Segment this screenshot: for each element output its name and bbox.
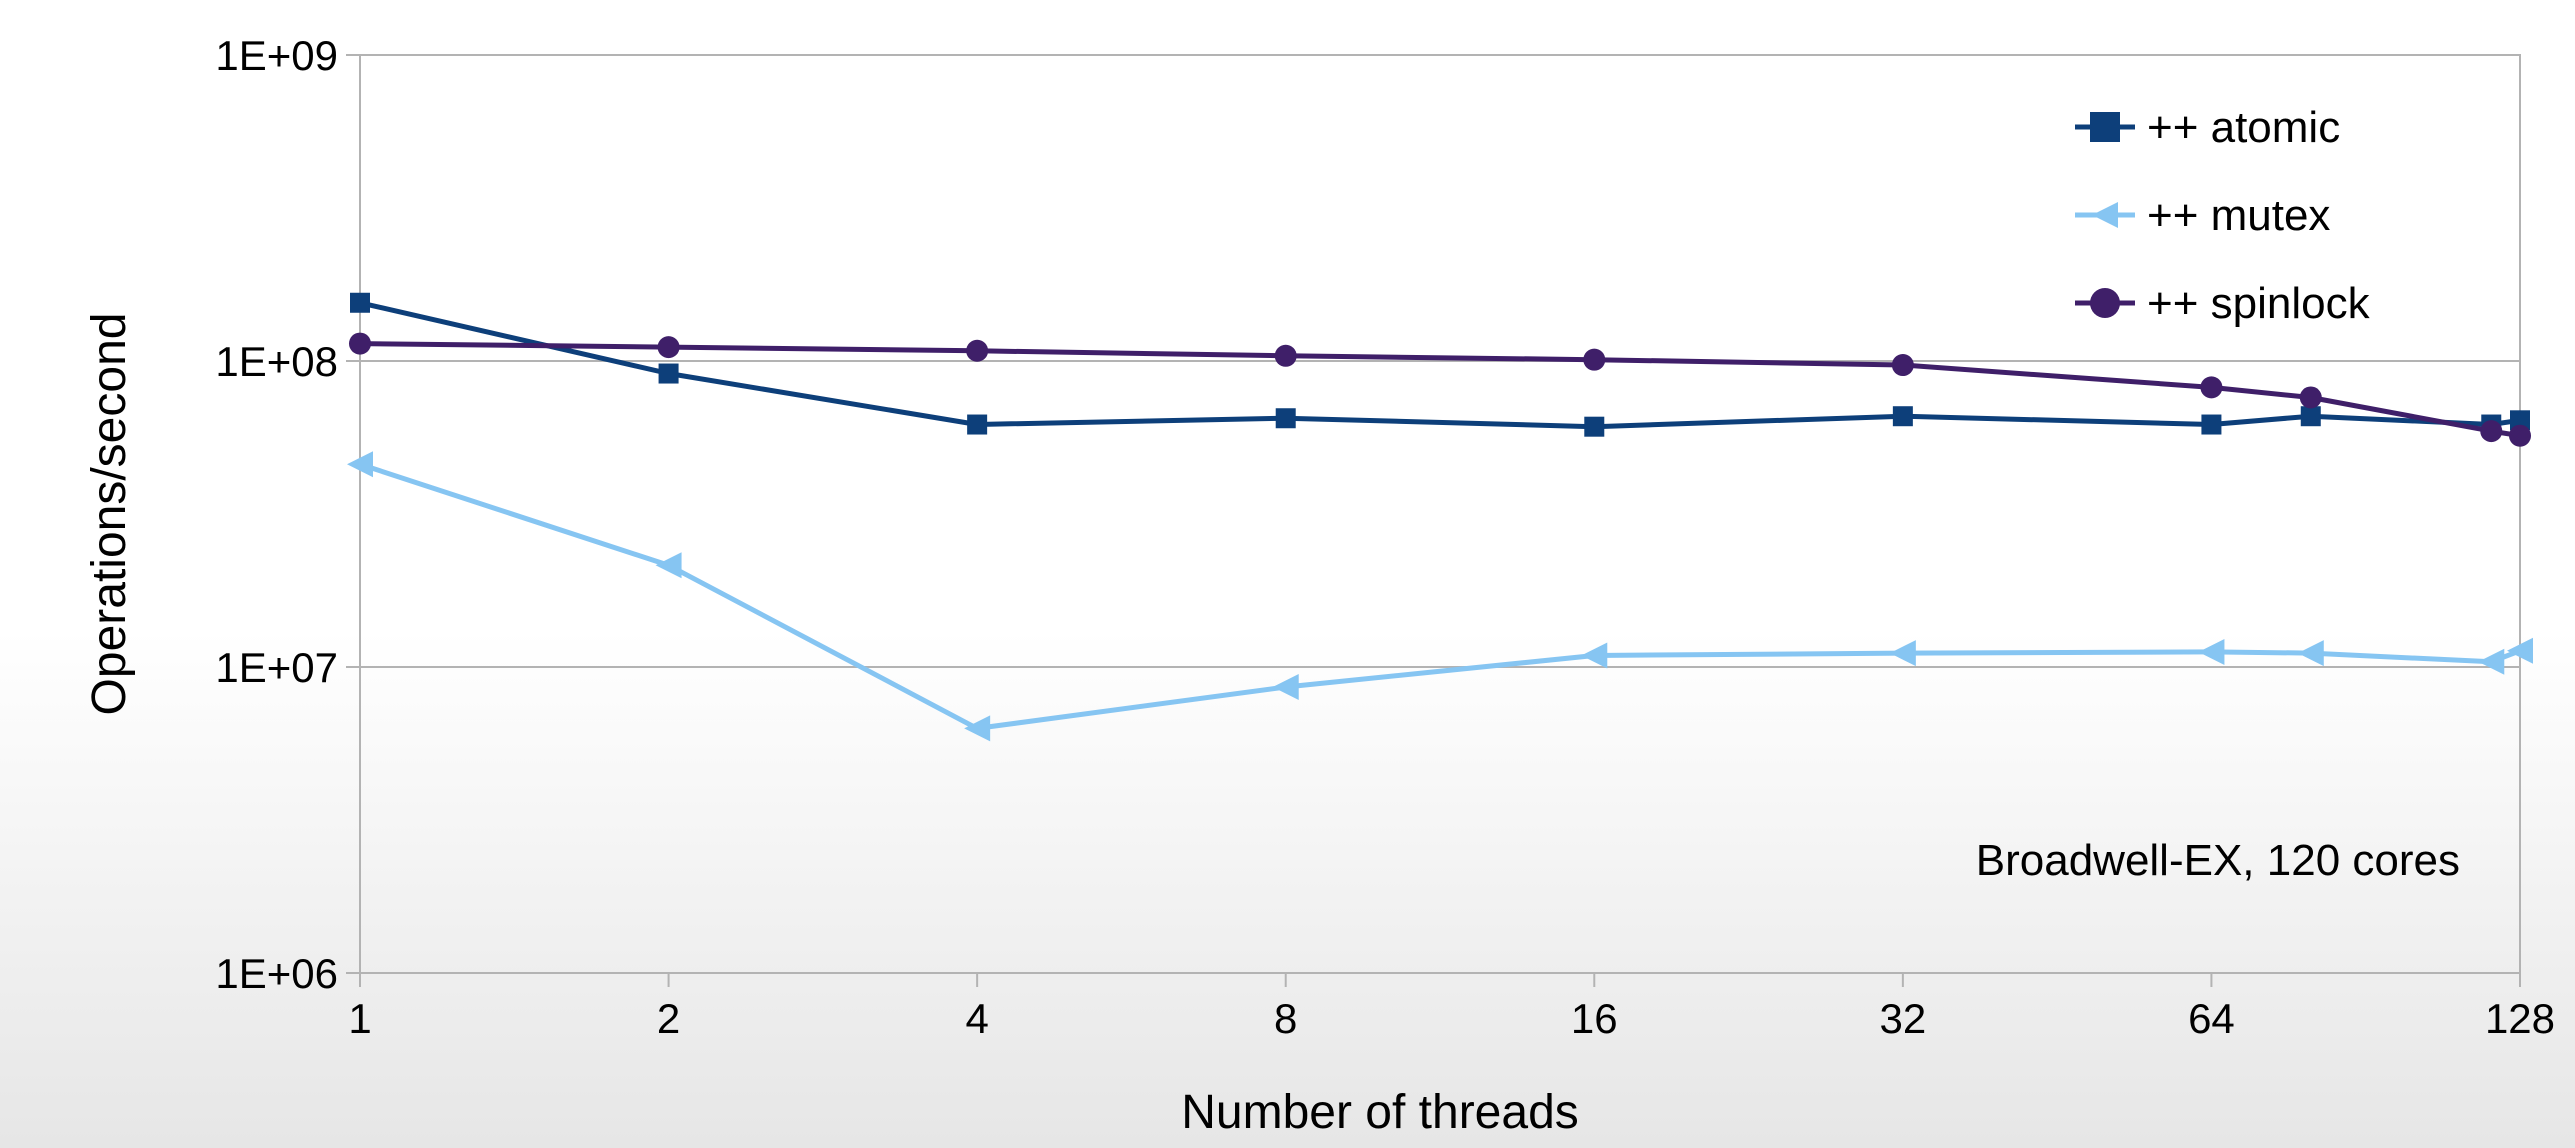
y-tick-label: 1E+09 bbox=[215, 32, 338, 79]
data-point bbox=[1274, 344, 1297, 367]
data-point bbox=[1272, 674, 1299, 701]
series-1 bbox=[347, 451, 2533, 742]
data-point bbox=[1581, 642, 1608, 669]
data-point bbox=[2509, 424, 2531, 447]
data-point bbox=[657, 336, 680, 359]
data-point bbox=[967, 414, 988, 435]
series-2 bbox=[349, 332, 2531, 447]
data-point bbox=[349, 332, 371, 355]
plot-area-border bbox=[359, 54, 2521, 974]
legend: ++ atomic ++ mutex ++ spinlock bbox=[2075, 103, 2371, 328]
series-line bbox=[359, 461, 2521, 731]
legend-label: ++ spinlock bbox=[2147, 279, 2371, 328]
data-point bbox=[1892, 406, 1913, 427]
x-tick-label: 128 bbox=[2485, 995, 2555, 1042]
y-axis-title: Operations/second bbox=[83, 313, 136, 716]
legend-marker bbox=[2090, 112, 2120, 142]
series-layer bbox=[347, 292, 2533, 742]
data-point bbox=[1889, 640, 1916, 667]
legend-item: ++ spinlock bbox=[2075, 279, 2371, 328]
x-tick-labels: 1 2 4 8 16 32 64 128 bbox=[348, 995, 2555, 1042]
data-point bbox=[2201, 414, 2222, 435]
legend-marker bbox=[2090, 288, 2120, 318]
data-point bbox=[1891, 354, 1914, 377]
data-point bbox=[2507, 637, 2533, 664]
legend-item: ++ mutex bbox=[2075, 191, 2330, 240]
series-0 bbox=[350, 292, 2530, 437]
data-point bbox=[347, 451, 373, 478]
data-point bbox=[2300, 406, 2321, 427]
y-tick-label: 1E+07 bbox=[215, 644, 338, 691]
legend-label: ++ atomic bbox=[2147, 103, 2340, 152]
data-point bbox=[655, 552, 682, 579]
data-point bbox=[2299, 386, 2322, 409]
data-point bbox=[2200, 376, 2223, 399]
legend-marker bbox=[2092, 202, 2118, 228]
series-line bbox=[359, 300, 2521, 430]
x-tick-label: 8 bbox=[1274, 995, 1297, 1042]
data-point bbox=[658, 363, 679, 384]
data-point bbox=[964, 715, 991, 742]
data-point bbox=[350, 292, 370, 313]
x-tick-label: 4 bbox=[965, 995, 988, 1042]
chart-annotation: Broadwell-EX, 120 cores bbox=[1976, 836, 2460, 885]
x-tick-label: 64 bbox=[2188, 995, 2235, 1042]
data-point bbox=[2198, 638, 2225, 665]
data-point bbox=[2478, 648, 2505, 675]
y-tick-label: 1E+06 bbox=[215, 950, 338, 997]
data-point bbox=[1584, 416, 1605, 437]
data-point bbox=[2480, 420, 2503, 443]
data-point bbox=[1583, 348, 1606, 371]
x-tick-label: 1 bbox=[348, 995, 371, 1042]
data-point bbox=[966, 339, 989, 362]
legend-label: ++ mutex bbox=[2147, 191, 2330, 240]
x-tick-label: 32 bbox=[1879, 995, 1926, 1042]
legend-item: ++ atomic bbox=[2075, 103, 2340, 152]
x-tick-label: 2 bbox=[657, 995, 680, 1042]
data-point bbox=[1275, 408, 1296, 429]
data-point bbox=[2510, 410, 2530, 431]
y-tick-label: 1E+08 bbox=[215, 338, 338, 385]
y-tick-labels: 1E+06 1E+07 1E+08 1E+09 bbox=[215, 32, 338, 997]
x-tick-label: 16 bbox=[1571, 995, 1618, 1042]
data-point bbox=[2297, 640, 2324, 667]
series-line bbox=[359, 341, 2521, 439]
x-axis-title: Number of threads bbox=[1181, 1086, 1579, 1139]
